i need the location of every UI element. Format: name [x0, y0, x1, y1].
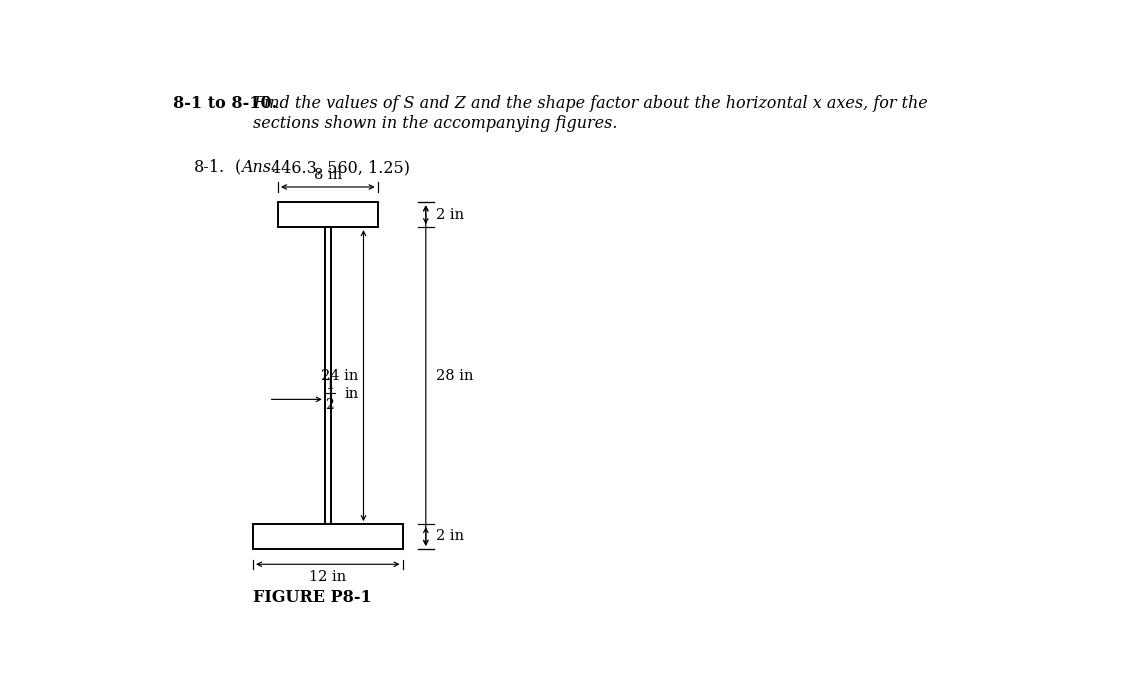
Text: 12 in: 12 in: [310, 570, 346, 584]
Text: 28 in: 28 in: [436, 369, 474, 383]
Text: 1: 1: [325, 378, 334, 392]
Text: 2: 2: [325, 398, 334, 412]
Text: (: (: [235, 160, 241, 177]
Text: 8-1.: 8-1.: [194, 160, 225, 177]
Text: Find the values of S and Z and the shape factor about the horizontal x axes, for: Find the values of S and Z and the shape…: [253, 94, 928, 111]
Text: 2 in: 2 in: [436, 208, 465, 222]
Bar: [278, 202, 377, 227]
Text: 8 in: 8 in: [313, 168, 342, 181]
Text: in: in: [345, 387, 359, 401]
Text: 8-1 to 8-10.: 8-1 to 8-10.: [173, 94, 276, 111]
Text: 24 in: 24 in: [321, 369, 358, 383]
Bar: [325, 227, 331, 524]
Text: sections shown in the accompanying figures.: sections shown in the accompanying figur…: [253, 115, 618, 132]
Text: 446.3, 560, 1.25): 446.3, 560, 1.25): [271, 160, 411, 177]
Bar: [253, 524, 403, 549]
Text: 2 in: 2 in: [436, 530, 465, 543]
Text: FIGURE P8-1: FIGURE P8-1: [253, 589, 372, 606]
Text: Ans.: Ans.: [241, 160, 276, 177]
